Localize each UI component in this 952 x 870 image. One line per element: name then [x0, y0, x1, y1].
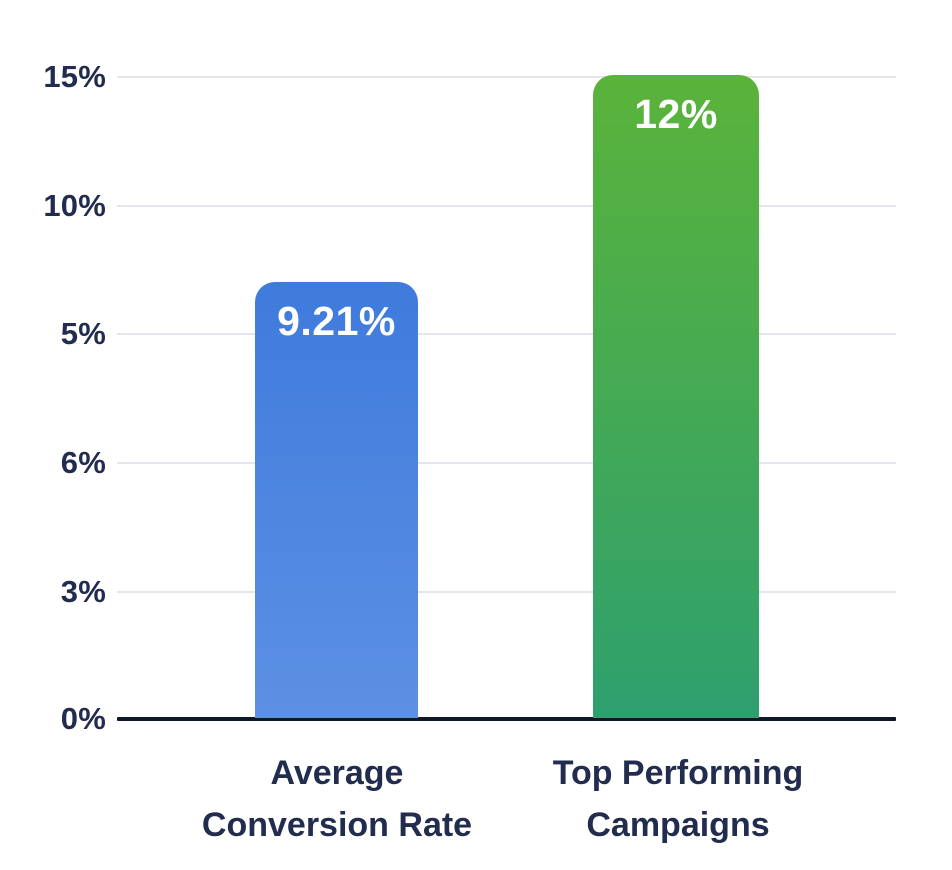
gridline [117, 76, 896, 78]
y-tick-label: 15% [43, 59, 106, 94]
x-category-label-top-performing-campaigns: Top Performing Campaigns [478, 747, 878, 851]
category-line: Average [270, 754, 404, 792]
y-tick-label: 10% [43, 188, 106, 223]
bar-value-label: 12% [634, 91, 718, 137]
x-category-label-average-conversion-rate: Average Conversion Rate [137, 747, 537, 851]
gridline [117, 591, 896, 593]
category-line: Campaigns [586, 806, 770, 844]
bar-average-conversion-rate: 9.21% [255, 282, 418, 718]
gridline [117, 205, 896, 207]
category-line: Conversion Rate [201, 806, 473, 844]
gridline [117, 333, 896, 335]
y-tick-label: 5% [60, 316, 106, 351]
y-tick-label: 0% [60, 701, 106, 736]
category-line: Top Performing [552, 754, 804, 792]
y-tick-label: 3% [60, 574, 106, 609]
bar-value-label: 9.21% [277, 298, 396, 344]
y-tick-label: 6% [60, 445, 106, 480]
bar-top-performing-campaigns: 12% [593, 75, 759, 718]
x-axis-baseline [117, 717, 896, 721]
gridline [117, 462, 896, 464]
